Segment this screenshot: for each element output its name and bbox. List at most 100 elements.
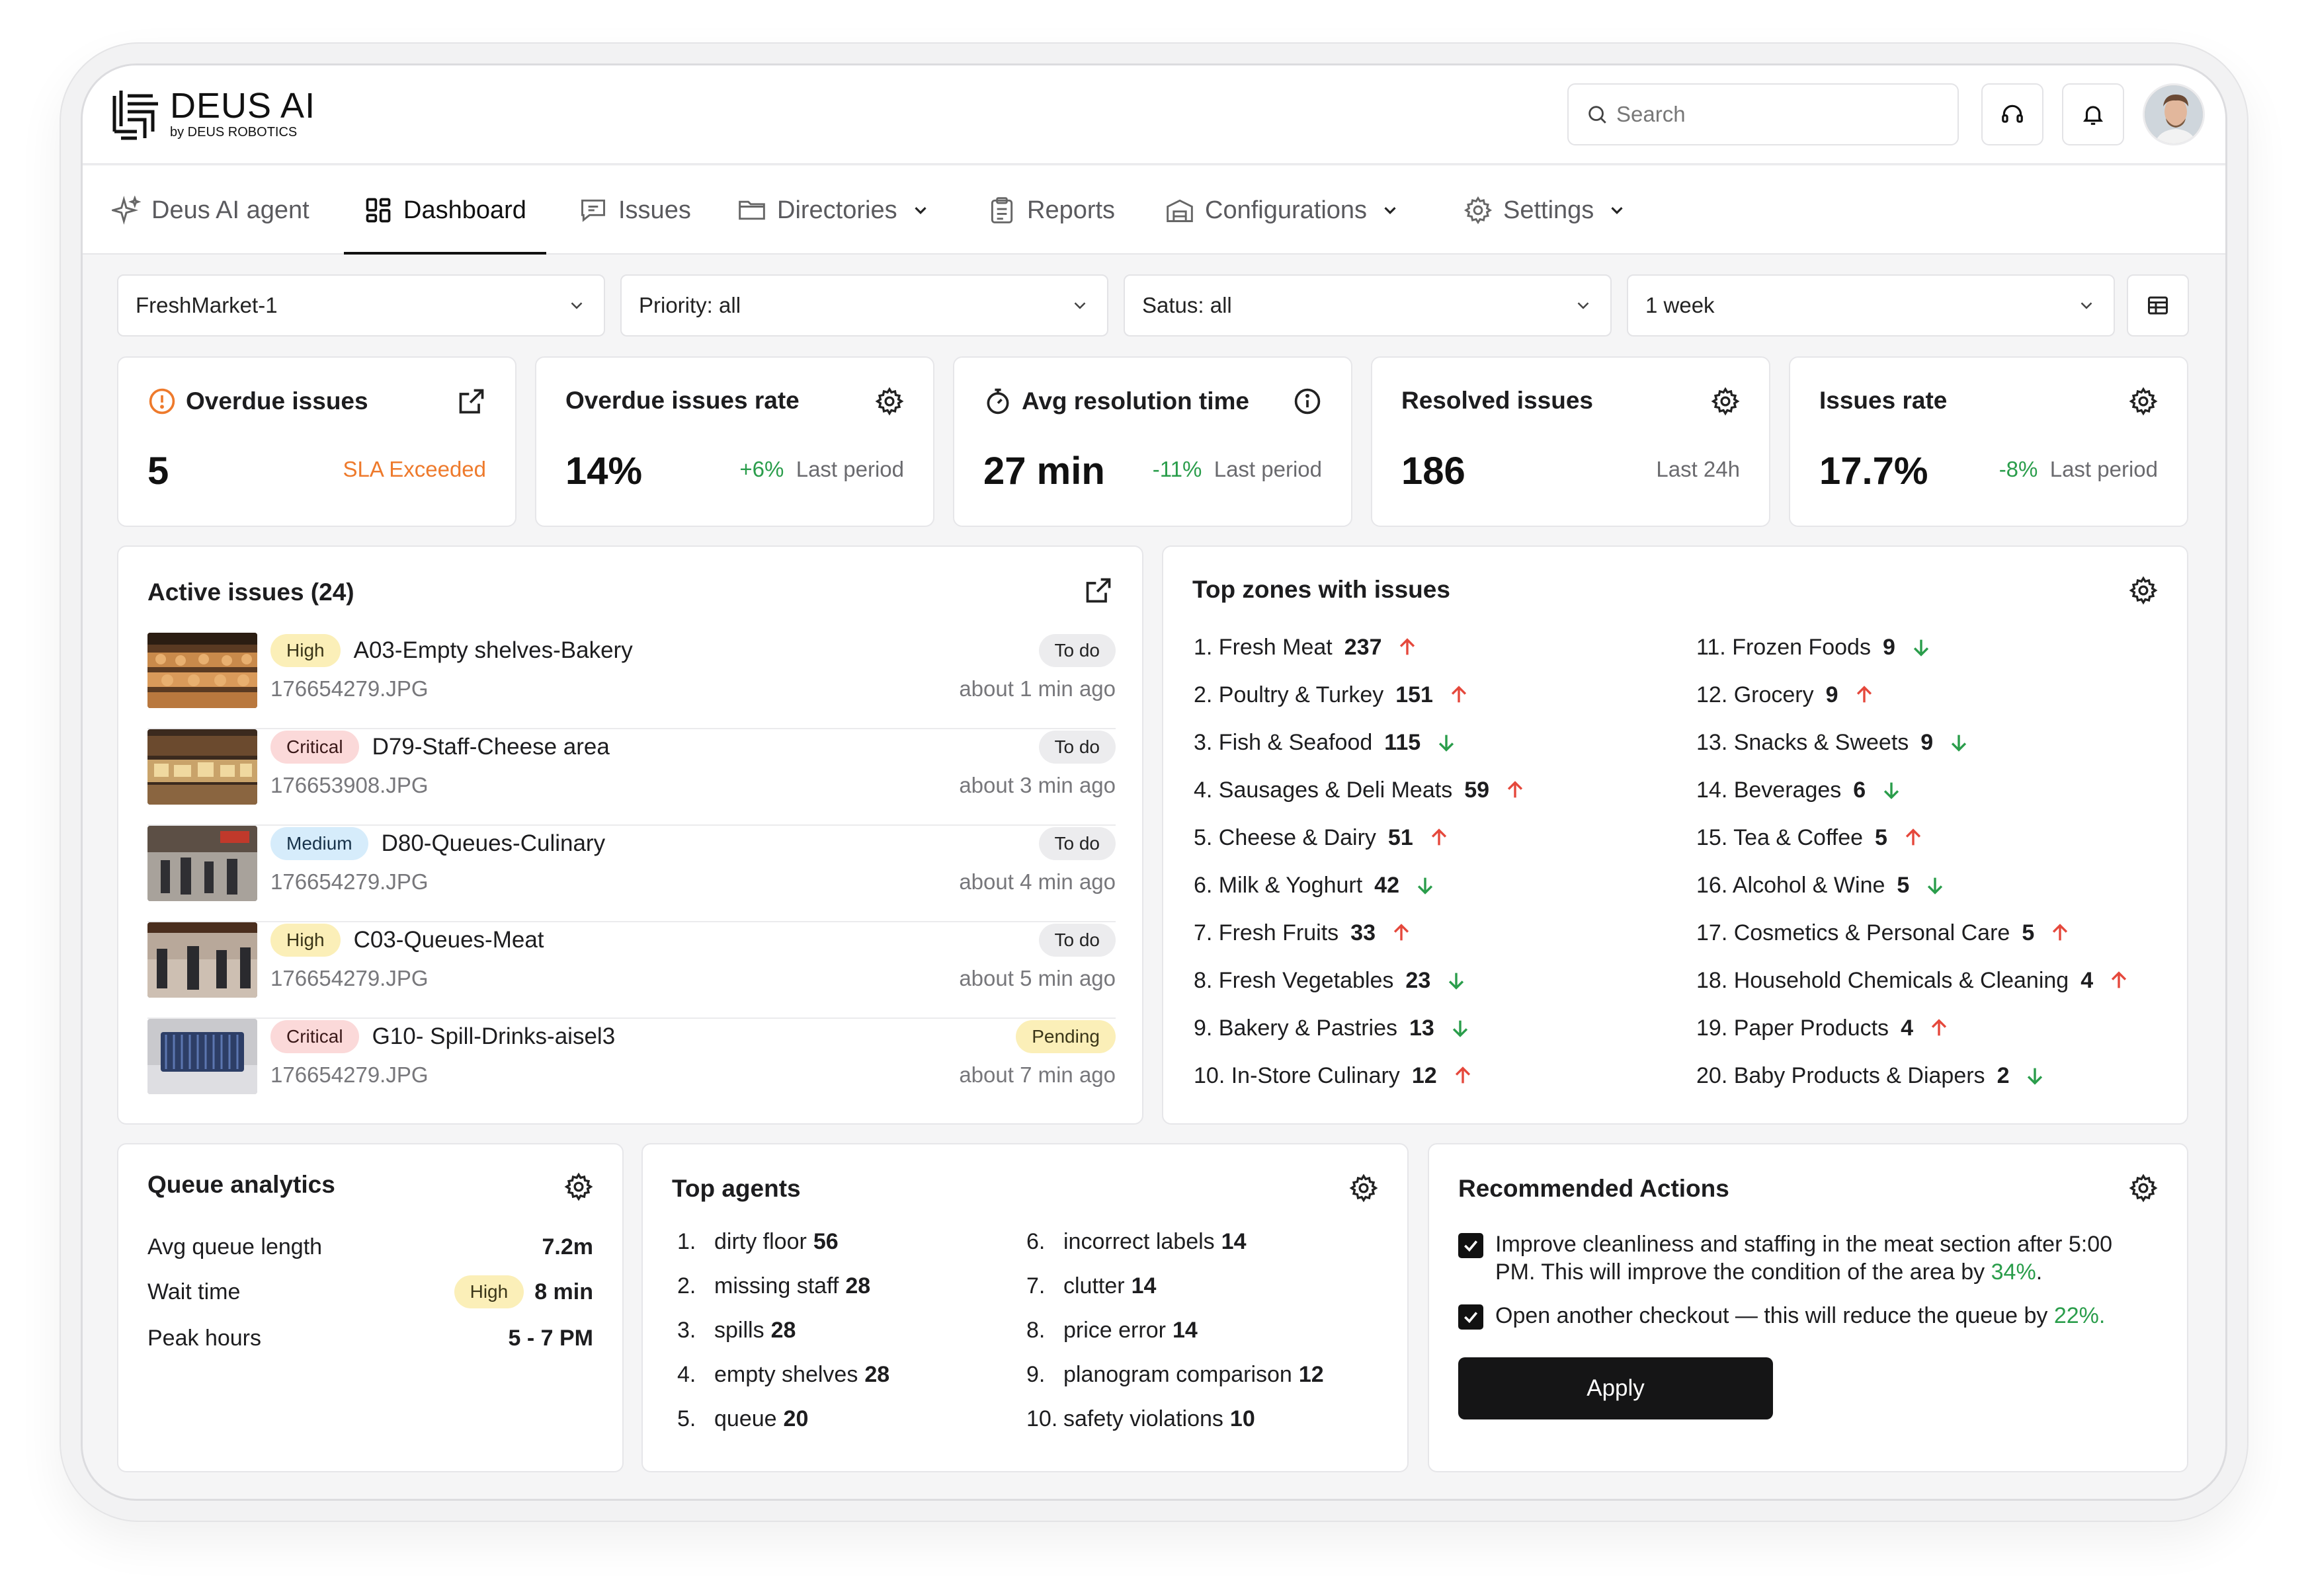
agent-item[interactable]: 5. queue 20 — [677, 1402, 808, 1435]
external-link-icon[interactable] — [457, 387, 486, 416]
issue-row[interactable]: Critical G10- Spill-Drinks-aisel3 176654… — [147, 1019, 1116, 1115]
arrow-down-icon — [1952, 735, 1967, 752]
issue-thumbnail[interactable] — [147, 826, 257, 901]
issue-name[interactable]: G10- Spill-Drinks-aisel3 — [372, 1023, 616, 1049]
zone-item[interactable]: 2. Poultry & Turkey 151 — [1194, 680, 1470, 709]
zone-item[interactable]: 3. Fish & Seafood 115 — [1194, 728, 1458, 757]
info-icon[interactable] — [1293, 387, 1322, 416]
zone-item[interactable]: 7. Fresh Fruits 33 — [1194, 918, 1413, 947]
zone-item[interactable]: 16. Alcohol & Wine 5 — [1696, 871, 1946, 900]
action-checkbox[interactable] — [1458, 1233, 1483, 1258]
issue-name[interactable]: D79-Staff-Cheese area — [372, 734, 610, 760]
agent-item[interactable]: 9. planogram comparison 12 — [1026, 1358, 1324, 1391]
issue-name[interactable]: D80-Queues-Culinary — [381, 830, 606, 856]
nav-label: Directories — [777, 196, 897, 224]
issue-row[interactable]: High C03-Queues-Meat 176654279.JPG To do… — [147, 922, 1116, 1019]
zone-item[interactable]: 1. Fresh Meat 237 — [1194, 633, 1419, 662]
support-button[interactable] — [1981, 83, 2043, 145]
user-avatar[interactable] — [2143, 83, 2205, 145]
issue-time: about 1 min ago — [959, 676, 1116, 701]
zone-item[interactable]: 14. Beverages 6 — [1696, 776, 1903, 805]
arrow-down-icon — [1449, 973, 1464, 990]
issue-thumbnail[interactable] — [147, 1019, 257, 1094]
gear-icon[interactable] — [2129, 387, 2158, 416]
chevron-down-icon — [2081, 302, 2092, 309]
issue-thumbnail[interactable] — [147, 922, 257, 998]
issue-status: To do — [1038, 827, 1116, 860]
agent-item[interactable]: 2. missing staff 28 — [677, 1269, 870, 1302]
gear-icon[interactable] — [2129, 576, 2158, 605]
zone-label: 6. Milk & Yoghurt — [1194, 872, 1363, 898]
zone-item[interactable]: 9. Bakery & Pastries 13 — [1194, 1014, 1471, 1043]
priority-select[interactable]: Priority: all — [620, 274, 1108, 337]
arrow-up-icon — [1393, 924, 1409, 941]
agent-item[interactable]: 7. clutter 14 — [1026, 1269, 1156, 1302]
zone-count: 115 — [1384, 729, 1421, 755]
kpi-value: 27 min — [983, 450, 1105, 493]
action-text: Improve cleanliness and staffing in the … — [1495, 1232, 2113, 1285]
nav-dashboard[interactable]: Dashboard — [344, 166, 546, 255]
logo[interactable]: DEUS AI by DEUS ROBOTICS — [105, 85, 315, 142]
issue-thumbnail[interactable] — [147, 633, 257, 708]
status-badge: To do — [1038, 924, 1116, 957]
apply-button[interactable]: Apply — [1458, 1357, 1773, 1419]
zone-count: 237 — [1344, 634, 1382, 660]
gear-icon[interactable] — [1711, 387, 1740, 416]
notifications-button[interactable] — [2062, 83, 2124, 145]
zone-item[interactable]: 4. Sausages & Deli Meats 59 — [1194, 776, 1526, 805]
zone-item[interactable]: 19. Paper Products 4 — [1696, 1014, 1950, 1043]
zone-item[interactable]: 12. Grocery 9 — [1696, 680, 1875, 709]
issue-row[interactable]: Critical D79-Staff-Cheese area 176653908… — [147, 729, 1116, 826]
nav-settings[interactable]: Settings — [1463, 166, 1627, 255]
status-select[interactable]: Satus: all — [1124, 274, 1612, 337]
zone-item[interactable]: 6. Milk & Yoghurt 42 — [1194, 871, 1436, 900]
kpi-period: Last period — [1214, 457, 1322, 481]
nav-deus-ai-agent[interactable]: Deus AI agent — [112, 166, 309, 255]
agent-item[interactable]: 4. empty shelves 28 — [677, 1358, 889, 1391]
agent-item[interactable]: 3. spills 28 — [677, 1314, 796, 1347]
zone-item[interactable]: 20. Baby Products & Diapers 2 — [1696, 1061, 2046, 1090]
agent-item[interactable]: 8. price error 14 — [1026, 1314, 1198, 1347]
search-input[interactable] — [1616, 102, 1934, 127]
zone-label: 10. In-Store Culinary — [1194, 1062, 1400, 1088]
nav-directories[interactable]: Directories — [737, 166, 930, 255]
issue-row[interactable]: Medium D80-Queues-Culinary 176654279.JPG… — [147, 826, 1116, 922]
zone-item[interactable]: 18. Household Chemicals & Cleaning 4 — [1696, 966, 2130, 995]
store-select[interactable]: FreshMarket-1 — [117, 274, 605, 337]
gear-icon[interactable] — [2129, 1174, 2158, 1203]
period-select[interactable]: 1 week — [1627, 274, 2115, 337]
issue-row[interactable]: High A03-Empty shelves-Bakery 176654279.… — [147, 633, 1116, 729]
agent-number: 8. — [1026, 1317, 1046, 1343]
gear-icon[interactable] — [875, 387, 904, 416]
zone-item[interactable]: 8. Fresh Vegetables 23 — [1194, 966, 1467, 995]
search-box[interactable] — [1567, 83, 1959, 145]
nav-label: Configurations — [1205, 196, 1368, 224]
nav-reports[interactable]: Reports — [987, 166, 1115, 255]
zone-label: 19. Paper Products — [1696, 1015, 1889, 1041]
issue-name[interactable]: C03-Queues-Meat — [353, 927, 544, 953]
queue-row-wait-time: Wait time High 8 min — [147, 1275, 593, 1308]
zone-count: 9 — [1882, 634, 1895, 660]
zone-item[interactable]: 5. Cheese & Dairy 51 — [1194, 823, 1450, 852]
agent-item[interactable]: 1. dirty floor 56 — [677, 1225, 839, 1258]
zone-item[interactable]: 10. In-Store Culinary 12 — [1194, 1061, 1474, 1090]
action-text-wrap: Open another checkout — this will reduce… — [1495, 1302, 2105, 1330]
zone-item[interactable]: 13. Snacks & Sweets 9 — [1696, 728, 1970, 757]
zone-item[interactable]: 17. Cosmetics & Personal Care 5 — [1696, 918, 2071, 947]
nav-issues[interactable]: Issues — [579, 166, 691, 255]
issue-thumbnail[interactable] — [147, 729, 257, 805]
agent-item[interactable]: 10. safety violations 10 — [1026, 1402, 1255, 1435]
zone-item[interactable]: 11. Frozen Foods 9 — [1696, 633, 1932, 662]
zone-label: 17. Cosmetics & Personal Care — [1696, 920, 2010, 945]
table-view-button[interactable] — [2127, 274, 2189, 337]
agent-item[interactable]: 6. incorrect labels 14 — [1026, 1225, 1246, 1258]
gear-icon[interactable] — [564, 1172, 593, 1201]
external-link-icon[interactable] — [1084, 576, 1113, 605]
issue-name[interactable]: A03-Empty shelves-Bakery — [353, 637, 633, 663]
chevron-down-icon — [1577, 302, 1589, 309]
top-zones-card: Top zones with issues 1. Fresh Meat 237 2.… — [1162, 545, 2188, 1125]
gear-icon[interactable] — [1349, 1174, 1378, 1203]
zone-item[interactable]: 15. Tea & Coffee 5 — [1696, 823, 1924, 852]
action-checkbox[interactable] — [1458, 1304, 1483, 1330]
nav-configurations[interactable]: Configurations — [1165, 166, 1400, 255]
